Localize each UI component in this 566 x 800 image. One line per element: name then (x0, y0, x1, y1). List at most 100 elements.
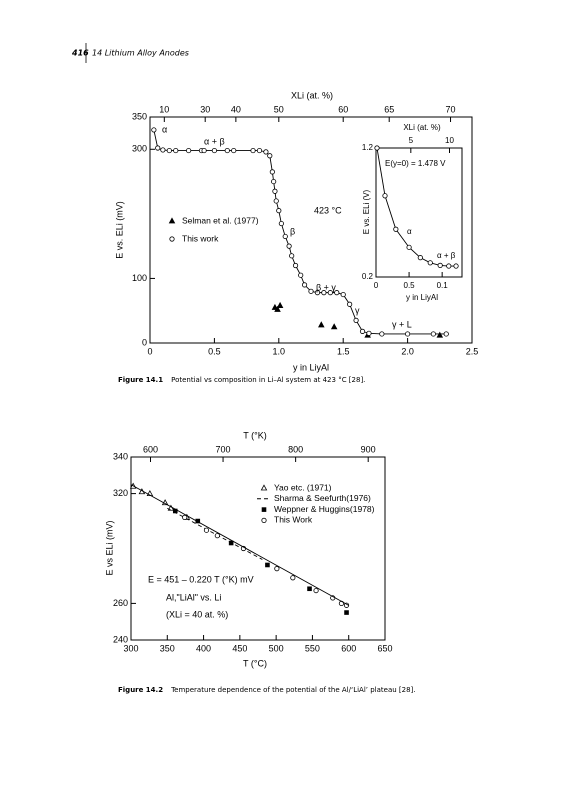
legend-label: This work (182, 233, 219, 243)
marker (203, 527, 210, 533)
marker (347, 301, 353, 307)
marker (318, 321, 325, 328)
marker (267, 153, 273, 159)
marker (231, 147, 237, 154)
marker (382, 193, 388, 199)
y-tick-label: 1.2 (362, 143, 374, 152)
y-axis-label: E vs. ELi (mV) (114, 201, 124, 259)
marker (313, 587, 319, 594)
marker (166, 147, 172, 154)
x-tick-label: 400 (196, 643, 211, 653)
x-tick-label: 0.1 (437, 281, 449, 290)
marker (276, 301, 284, 308)
annotation: α (407, 227, 412, 236)
y-tick-label: 0 (142, 337, 147, 347)
annotation: β + γ (316, 282, 336, 292)
caption-label: Figure 14.2 (118, 686, 163, 694)
marker (321, 290, 327, 296)
x-tick-label: 1.5 (337, 346, 350, 356)
marker (224, 147, 230, 154)
caption: Figure 14.2 Temperature dependence of the… (118, 686, 416, 694)
annotation: (XLi = 40 at. %) (166, 609, 228, 619)
running-title: 14 Lithium Alloy Anodes (92, 49, 189, 58)
annotation: α + β (204, 136, 225, 146)
marker (278, 220, 284, 227)
marker (214, 533, 220, 539)
page-number: 416 (71, 49, 89, 58)
annotation: Al,"LiAl" vs. Li (166, 592, 221, 602)
marker (272, 188, 278, 194)
x2-tick-label: 700 (216, 444, 231, 454)
marker (263, 149, 269, 155)
marker (436, 331, 444, 338)
marker (353, 317, 359, 323)
annotation: γ (355, 305, 360, 315)
marker (276, 208, 282, 214)
marker (379, 331, 385, 337)
marker (169, 236, 175, 242)
caption-label: Figure 14.1 (118, 376, 163, 384)
y-tick-label: 300 (132, 144, 147, 154)
marker (430, 331, 436, 337)
annotation: α (162, 124, 167, 134)
annotation: β (290, 226, 295, 236)
marker (292, 262, 299, 269)
x-tick-label: 550 (305, 643, 320, 653)
marker (437, 262, 443, 268)
marker (359, 328, 366, 334)
x-tick-label: 300 (123, 643, 138, 653)
x-tick-label: 0 (147, 346, 152, 356)
caption: Figure 14.1 Potential vs composition in L… (118, 376, 365, 384)
caption-text: Potential vs composition in Li–Al system… (171, 376, 365, 384)
marker (201, 147, 207, 154)
y-tick-label: 350 (132, 111, 147, 121)
x-tick-label: 650 (377, 643, 392, 653)
marker (340, 291, 346, 298)
x-tick-label: 350 (160, 643, 175, 653)
marker (406, 244, 412, 250)
x-axis-label: T (°C) (243, 658, 267, 668)
legend-label: This Work (274, 515, 313, 525)
x-tick-label: 0.5 (208, 346, 221, 356)
caption-text: Temperature dependence of the potential … (170, 686, 415, 694)
marker (261, 517, 267, 524)
y-axis-label: E vs. ELi (V) (362, 189, 371, 234)
annotation: E(y=0) = 1.478 V (385, 159, 446, 168)
marker (273, 198, 279, 204)
marker (256, 147, 263, 154)
x2-tick-label: 600 (143, 444, 158, 454)
y-axis-label: E vs ELi (mV) (104, 520, 114, 575)
x-axis-label: y in LiyAl (406, 293, 438, 302)
y-tick-label: 340 (113, 451, 128, 461)
marker (366, 330, 372, 336)
x-tick-label: 0 (374, 281, 379, 290)
marker (271, 178, 277, 185)
marker (298, 272, 304, 278)
marker (427, 260, 433, 266)
legend-label: Yao etc. (1971) (274, 482, 332, 492)
marker (155, 145, 161, 151)
marker (443, 331, 449, 337)
marker (211, 147, 217, 154)
marker (173, 147, 179, 154)
marker (290, 575, 296, 581)
marker (228, 540, 234, 546)
legend-label: Sharma & Seefurth(1976) (274, 493, 371, 503)
x2-axis-label: XLi (at. %) (291, 90, 333, 100)
x2-tick-label: 70 (446, 104, 456, 114)
x2-tick-label: 30 (200, 104, 210, 114)
x2-tick-label: 40 (231, 104, 241, 114)
x-tick-label: 600 (341, 643, 356, 653)
annotation: γ + L (392, 319, 412, 329)
x2-tick-label: 800 (288, 444, 303, 454)
marker (269, 169, 275, 175)
x-axis-label: y in LiyAl (293, 362, 329, 372)
marker (182, 514, 188, 520)
marker (289, 253, 295, 259)
legend-label: Weppner & Huggins(1978) (274, 504, 375, 514)
marker (286, 243, 292, 249)
x-tick-label: 1.0 (273, 346, 286, 356)
x2-tick-label: 60 (338, 104, 348, 114)
plot-frame (130, 456, 386, 641)
